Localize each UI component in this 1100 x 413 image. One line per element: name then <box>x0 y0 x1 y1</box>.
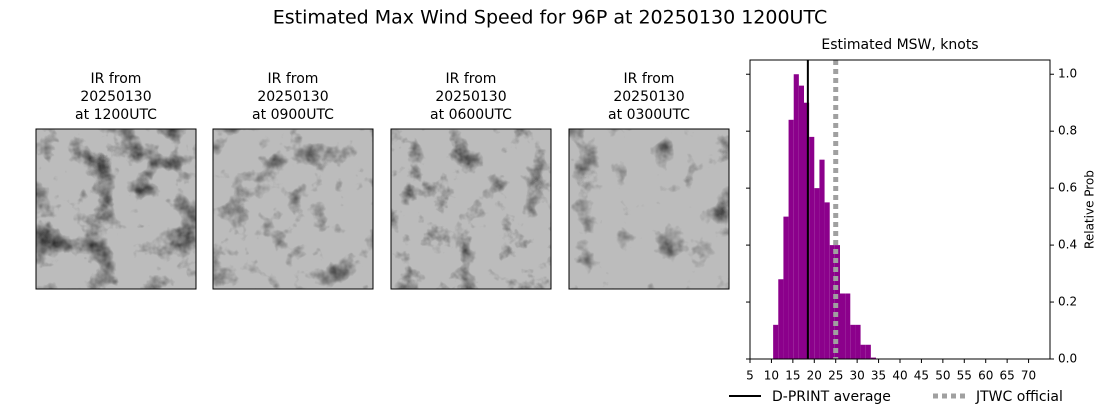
x-tick-label: 45 <box>914 369 929 383</box>
panel-title: IR from <box>268 71 319 87</box>
panel-title: IR from <box>624 71 675 87</box>
panel-title: 20250130 <box>80 89 151 105</box>
y-tick-label: 0.4 <box>1058 238 1077 252</box>
bar <box>829 245 835 359</box>
x-tick-label: 55 <box>957 369 972 383</box>
bar <box>783 216 789 359</box>
y-tick-label: 0.6 <box>1058 181 1077 195</box>
bar <box>855 324 861 359</box>
bar <box>834 245 840 359</box>
bar <box>819 159 825 359</box>
bar <box>798 85 804 359</box>
bar <box>804 102 810 359</box>
x-tick-label: 20 <box>807 369 822 383</box>
bar <box>870 357 876 359</box>
panel-title: at 0300UTC <box>608 107 690 123</box>
x-tick-label: 30 <box>850 369 865 383</box>
y-tick-label: 1.0 <box>1058 67 1077 81</box>
page-title: Estimated Max Wind Speed for 96P at 2025… <box>273 7 827 29</box>
panel-title: at 0900UTC <box>252 107 334 123</box>
panel-title: 20250130 <box>435 89 506 105</box>
bar <box>793 74 799 359</box>
x-tick-label: 15 <box>785 369 800 383</box>
legend-label: D-PRINT average <box>772 389 891 405</box>
panel-title: 20250130 <box>257 89 328 105</box>
x-tick-label: 70 <box>1021 369 1036 383</box>
bar <box>845 293 851 359</box>
bar <box>809 136 815 359</box>
bar <box>824 202 830 359</box>
bar <box>865 344 871 359</box>
bar <box>788 119 794 359</box>
panel-title: IR from <box>446 71 497 87</box>
bar <box>814 188 820 359</box>
panel-title: at 1200UTC <box>75 107 157 123</box>
x-tick-label: 5 <box>746 369 754 383</box>
panel-title: at 0600UTC <box>430 107 512 123</box>
x-tick-label: 60 <box>978 369 993 383</box>
y-tick-label: 0.8 <box>1058 124 1077 138</box>
y-tick-label: 0.0 <box>1058 352 1077 366</box>
ir-image <box>212 128 374 290</box>
x-tick-label: 10 <box>764 369 779 383</box>
x-tick-label: 50 <box>935 369 950 383</box>
bar <box>778 279 784 359</box>
bar <box>840 293 846 359</box>
bar <box>860 344 866 359</box>
x-tick-label: 25 <box>828 369 843 383</box>
chart-title: Estimated MSW, knots <box>821 37 978 53</box>
y-tick-label: 0.2 <box>1058 295 1077 309</box>
bar <box>773 324 779 359</box>
legend-label: JTWC official <box>975 389 1063 405</box>
x-tick-label: 65 <box>1000 369 1015 383</box>
y-axis-label: Relative Prob <box>1083 170 1097 249</box>
panel-title: 20250130 <box>613 89 684 105</box>
ir-image <box>390 128 552 290</box>
bar <box>850 324 856 359</box>
x-tick-label: 35 <box>871 369 886 383</box>
ir-image <box>35 128 197 290</box>
panel-title: IR from <box>91 71 142 87</box>
ir-image <box>568 128 730 290</box>
x-tick-label: 40 <box>892 369 907 383</box>
